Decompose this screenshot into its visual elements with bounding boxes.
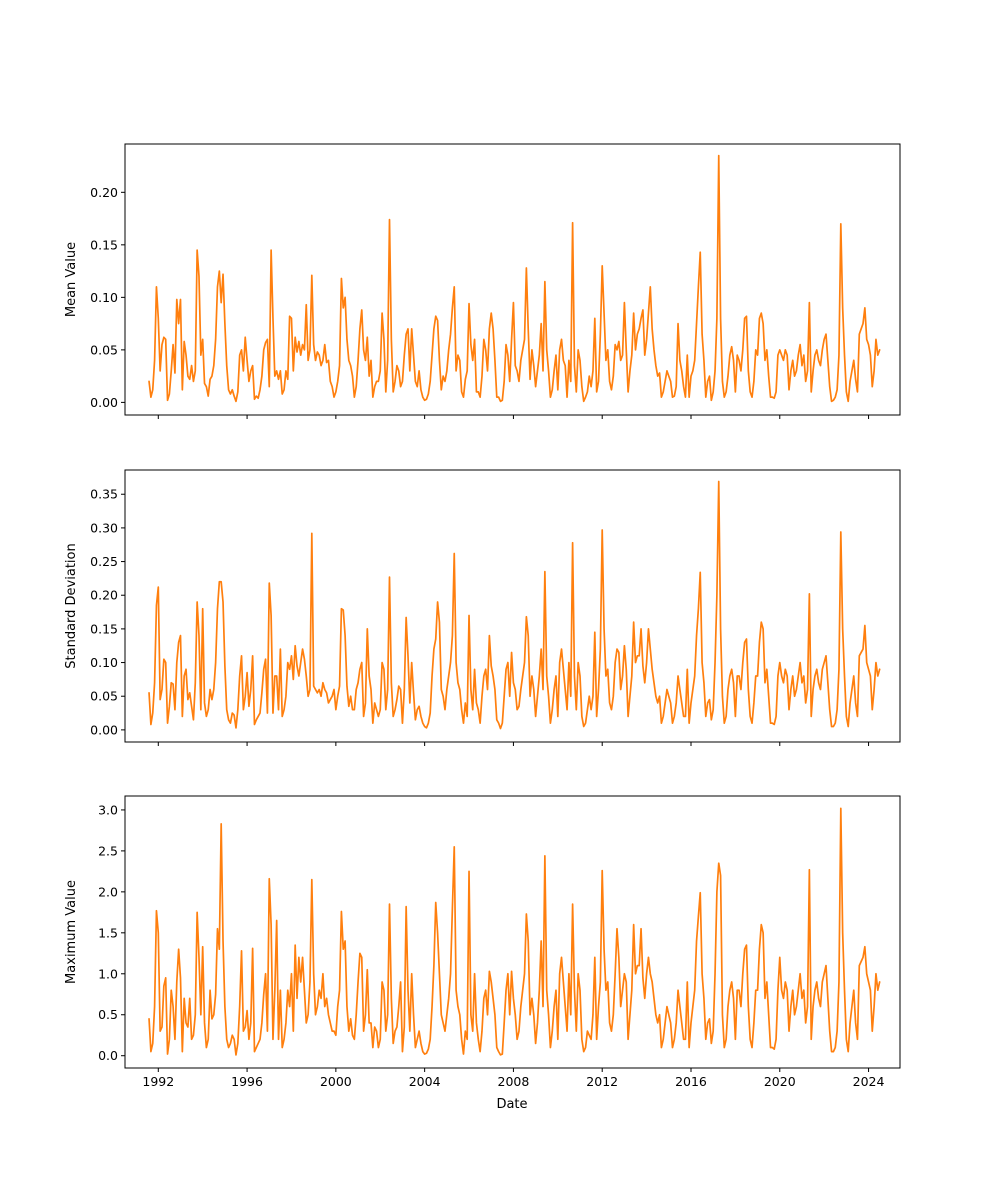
maximum-value-y-tick-label: 2.0 [98, 884, 118, 899]
standard-deviation-y-tick-label: 0.10 [90, 655, 118, 670]
maximum-value-x-tick-label: 2004 [409, 1074, 441, 1089]
maximum-value-panel: 0.0 0.5 1.0 1.5 2.0 2.5 3.0 1992 1996 2000 2004 200… [64, 795, 901, 1089]
standard-deviation-y-tick-label: 0.30 [90, 520, 118, 535]
maximum-value-series-line [148, 807, 881, 1056]
maximum-value-y-tick-label: 1.0 [98, 966, 118, 981]
maximum-value-x-tick-label: 2000 [320, 1074, 352, 1089]
maximum-value-x-tick-label: 1992 [142, 1074, 174, 1089]
standard-deviation-y-tick-label: 0.20 [90, 588, 118, 603]
mean-value-series-line [148, 154, 881, 403]
mean-value-panel: 0.00 0.05 0.10 0.15 0.20 Mean Value [64, 143, 901, 419]
x-axis-label: Date [496, 1097, 527, 1112]
maximum-value-y-axis-label: Maximum Value [64, 880, 79, 984]
mean-value-y-tick-label: 0.15 [90, 237, 118, 252]
standard-deviation-y-tick-label: 0.25 [90, 554, 118, 569]
standard-deviation-y-tick-label: 0.15 [90, 621, 118, 636]
mean-value-y-tick-label: 0.05 [90, 342, 118, 357]
mean-value-y-tick-label: 0.10 [90, 290, 118, 305]
maximum-value-x-tick-label: 2020 [764, 1074, 796, 1089]
standard-deviation-y-axis-label: Standard Deviation [64, 543, 79, 668]
mean-value-y-axis-label: Mean Value [64, 242, 79, 317]
standard-deviation-y-tick-label: 0.05 [90, 689, 118, 704]
maximum-value-y-tick-label: 3.0 [98, 802, 118, 817]
standard-deviation-panel: 0.00 0.05 0.10 0.15 0.20 0.25 0.30 0.35 Standard… [64, 469, 901, 746]
maximum-value-y-tick-label: 1.5 [98, 925, 118, 940]
maximum-value-x-tick-label: 2012 [586, 1074, 618, 1089]
maximum-value-axes-frame [124, 795, 901, 1069]
maximum-value-x-tick-label: 2008 [498, 1074, 530, 1089]
mean-value-axes-frame [124, 143, 901, 416]
maximum-value-y-tick-label: 0.5 [98, 1007, 118, 1022]
mean-value-y-tick-label: 0.20 [90, 185, 118, 200]
maximum-value-y-tick-label: 2.5 [98, 843, 118, 858]
maximum-value-y-tick-label: 0.0 [98, 1048, 118, 1063]
maximum-value-x-tick-label: 2024 [853, 1074, 885, 1089]
standard-deviation-series-line [148, 480, 881, 730]
standard-deviation-y-tick-label: 0.00 [90, 722, 118, 737]
standard-deviation-y-tick-label: 0.35 [90, 487, 118, 502]
standard-deviation-axes-frame [124, 469, 901, 743]
maximum-value-x-tick-label: 1996 [231, 1074, 263, 1089]
mean-value-y-tick-label: 0.00 [90, 395, 118, 410]
maximum-value-x-tick-label: 2016 [675, 1074, 707, 1089]
